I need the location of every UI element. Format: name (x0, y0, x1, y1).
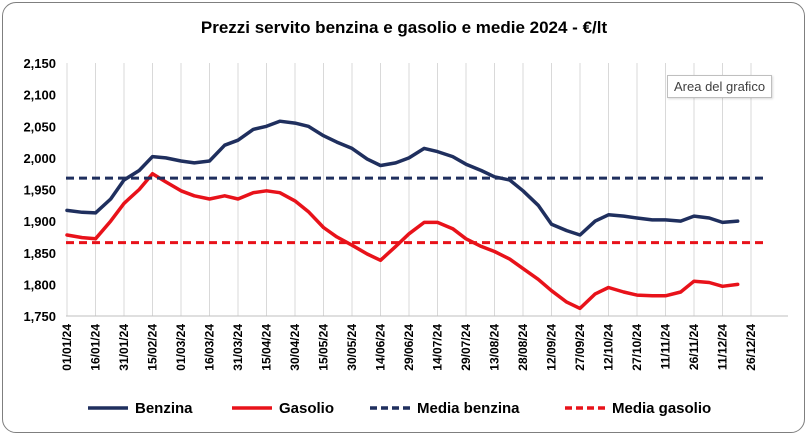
x-tick-label: 26/12/24 (744, 324, 758, 371)
y-tick-label: 2,050 (23, 119, 56, 134)
x-tick-label: 16/03/24 (203, 324, 217, 371)
x-tick-label: 13/08/24 (488, 324, 502, 371)
y-tick-label: 2,150 (23, 56, 56, 71)
y-tick-label: 1,950 (23, 183, 56, 198)
x-tick-label: 29/07/24 (459, 324, 473, 371)
y-tick-label: 2,000 (23, 151, 56, 166)
x-tick-label: 30/05/24 (345, 324, 359, 371)
x-tick-label: 27/09/24 (573, 324, 587, 371)
x-tick-label: 12/10/24 (602, 324, 616, 371)
x-tick-label: 14/06/24 (374, 324, 388, 371)
series-line (65, 171, 740, 311)
gridlines (66, 63, 788, 317)
y-tick-label: 1,900 (23, 214, 56, 229)
x-tick-label: 31/01/24 (117, 324, 131, 371)
y-tick-label: 1,750 (23, 309, 56, 324)
x-tick-label: 29/06/24 (402, 324, 416, 371)
series-lines (65, 119, 765, 311)
x-tick-label: 30/04/24 (288, 324, 302, 371)
y-tick-label: 1,800 (23, 277, 56, 292)
x-tick-label: 26/11/24 (687, 324, 701, 370)
chart-area-tooltip: Area del grafico (667, 75, 773, 98)
x-tick-label: 28/08/24 (516, 324, 530, 371)
x-tick-label: 15/05/24 (317, 324, 331, 371)
x-tick-label: 14/07/24 (431, 324, 445, 371)
series-line (65, 119, 740, 237)
x-tick-label: 12/09/24 (545, 324, 559, 371)
x-tick-label: 15/04/24 (260, 324, 274, 371)
x-tick-label: 16/01/24 (89, 324, 103, 371)
x-tick-label: 11/12/24 (716, 324, 730, 370)
legend-label: Media benzina (417, 400, 520, 417)
y-tick-label: 1,850 (23, 246, 56, 261)
y-axis-ticks: 2,150 2,100 2,050 2,000 1,950 1,900 1,850 1,800… (23, 56, 56, 324)
x-tick-label: 15/02/24 (146, 324, 160, 371)
x-tick-label: 11/11/24 (659, 324, 673, 370)
chart-title: Prezzi servito benzina e gasolio e medie… (201, 18, 608, 37)
x-axis-ticks: 01/01/24 16/01/24 31/01/24 15/02/24 01/03/24… (60, 324, 758, 371)
chart-area[interactable] (2, 2, 805, 433)
x-tick-label: 01/01/24 (60, 324, 74, 371)
x-tick-label: 31/03/24 (231, 324, 245, 371)
x-tick-label: 27/10/24 (630, 324, 644, 371)
legend-label: Benzina (135, 400, 193, 417)
legend-label: Gasolio (279, 400, 334, 417)
legend: Benzina Gasolio Media benzina Media gasolio (88, 400, 711, 417)
legend-label: Media gasolio (612, 400, 711, 417)
x-tick-label: 01/03/24 (174, 324, 188, 371)
y-tick-label: 2,100 (23, 88, 56, 103)
